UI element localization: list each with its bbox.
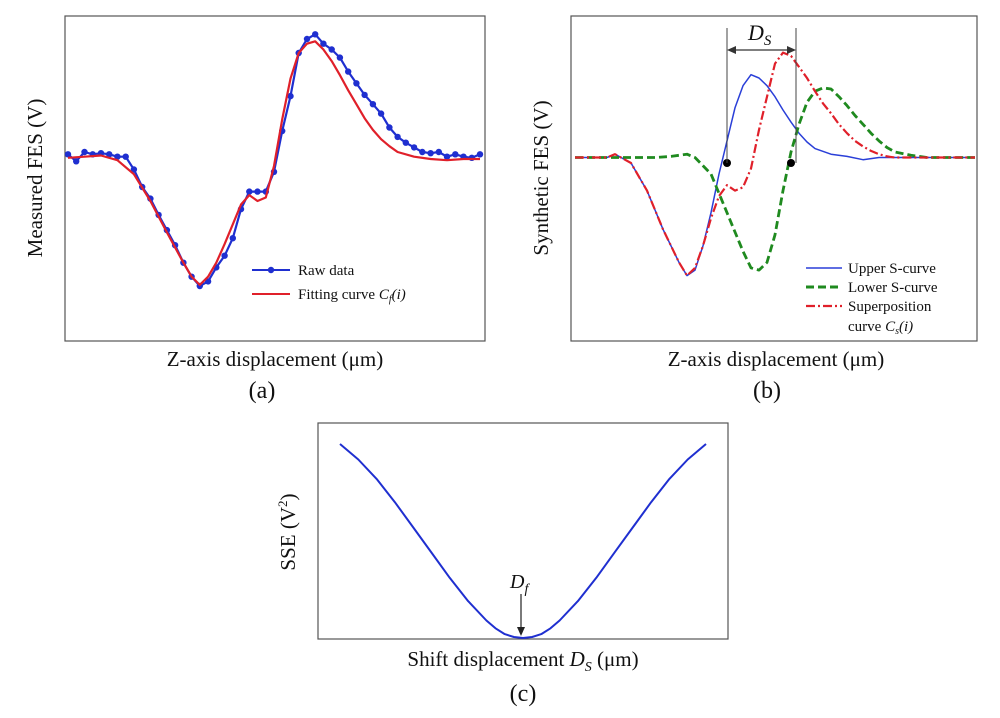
- panel-a-data-point: [320, 40, 327, 47]
- panel-a-series-1-line: [67, 40, 480, 286]
- df-annotation: Df: [509, 571, 530, 636]
- panel-a-data-point: [229, 235, 236, 242]
- panel-c-xlabel: Shift displacement DS (μm): [407, 647, 638, 675]
- panel-a-data-point: [106, 151, 113, 158]
- panel-a-data-point: [303, 35, 311, 43]
- panel-a-data-point: [353, 80, 360, 87]
- panel-a-data-point: [81, 148, 88, 156]
- panel-c-ylabel: SSE (V2): [275, 493, 300, 570]
- panel-a-data-point: [369, 101, 377, 108]
- panel-a-data-point: [435, 148, 442, 156]
- panel-a-data-point: [254, 188, 261, 195]
- panel-c-plot: [339, 443, 707, 639]
- ds-crossing-marker: [787, 159, 795, 167]
- panel-a-caption: (a): [249, 378, 276, 404]
- panel-a-ylabel: Measured FES (V): [23, 99, 47, 258]
- panel-a-data-point: [221, 252, 228, 259]
- panel-a-data-point: [73, 158, 80, 165]
- legend-lower-label: Lower S-curve: [848, 280, 938, 296]
- legend-super-label: Superposition: [848, 299, 932, 315]
- panel-a-data-point: [328, 46, 335, 53]
- panel-a-frame: [64, 15, 486, 342]
- panel-a-plot: [64, 31, 484, 290]
- panel-a-data-point: [122, 153, 129, 160]
- legend-raw-marker: [267, 266, 275, 274]
- legend-upper-label: Upper S-curve: [848, 261, 936, 277]
- panel-b-caption: (b): [753, 378, 781, 404]
- legend-super-label-2: curve Cs(i): [848, 319, 913, 337]
- panel-a-data-point: [452, 151, 459, 158]
- panel-c-frame: [317, 422, 729, 640]
- df-arrow-head: [517, 627, 525, 636]
- ds-arrow-head-right: [787, 46, 796, 54]
- panel-a-data-point: [345, 68, 352, 75]
- panel-a-data-point: [246, 188, 253, 195]
- panel-a-data-point: [64, 151, 72, 158]
- panel-a-data-point: [336, 54, 344, 61]
- ds-arrow-head-left: [727, 46, 736, 54]
- panel-a-xlabel: Z-axis displacement (μm): [167, 347, 384, 371]
- ds-annotation: DS: [726, 20, 797, 163]
- panel-a-data-point: [443, 153, 451, 160]
- panel-a-data-point: [287, 92, 294, 100]
- panel-b-series-2-line: [575, 51, 975, 277]
- legend-fit-label: Fitting curve Cf(i): [298, 287, 406, 305]
- panel-a-data-point: [427, 150, 434, 157]
- panel-c-caption: (c): [510, 681, 537, 707]
- panel-b-legend: Upper S-curve Lower S-curve Superpositio…: [806, 261, 938, 337]
- panel-b-frame: [570, 15, 978, 342]
- panel-a-data-point: [130, 166, 138, 173]
- df-label: Df: [509, 571, 530, 597]
- panel-a-legend: Raw data Fitting curve Cf(i): [252, 263, 406, 305]
- panel-a-data-point: [419, 148, 426, 156]
- panel-a-data-point: [361, 91, 368, 99]
- panel-b-xlabel: Z-axis displacement (μm): [668, 347, 885, 371]
- legend-raw-label: Raw data: [298, 263, 355, 279]
- panel-a-data-point: [402, 139, 409, 146]
- panel-a: Raw data Fitting curve Cf(i) Z-axis disp…: [23, 15, 486, 404]
- panel-a-data-point: [410, 144, 418, 151]
- panel-a-data-point: [394, 133, 401, 141]
- panel-a-data-point: [386, 124, 393, 131]
- panel-b-series-1-line: [575, 86, 975, 272]
- ds-label: DS: [747, 20, 772, 49]
- panel-c: Df Shift displacement DS (μm) SSE (V2) (…: [275, 422, 729, 707]
- panel-a-data-point: [114, 153, 121, 160]
- panel-b: DS Upper S-curve Lower S-curve Superposi…: [529, 15, 978, 404]
- panel-a-data-point: [312, 31, 319, 38]
- panel-c-series-0-line: [339, 443, 707, 639]
- panel-b-series-0-line: [575, 73, 975, 277]
- panel-a-data-point: [476, 151, 484, 158]
- panel-b-plot: [575, 51, 975, 277]
- panel-b-ylabel: Synthetic FES (V): [529, 100, 553, 255]
- panel-a-data-point: [377, 110, 385, 117]
